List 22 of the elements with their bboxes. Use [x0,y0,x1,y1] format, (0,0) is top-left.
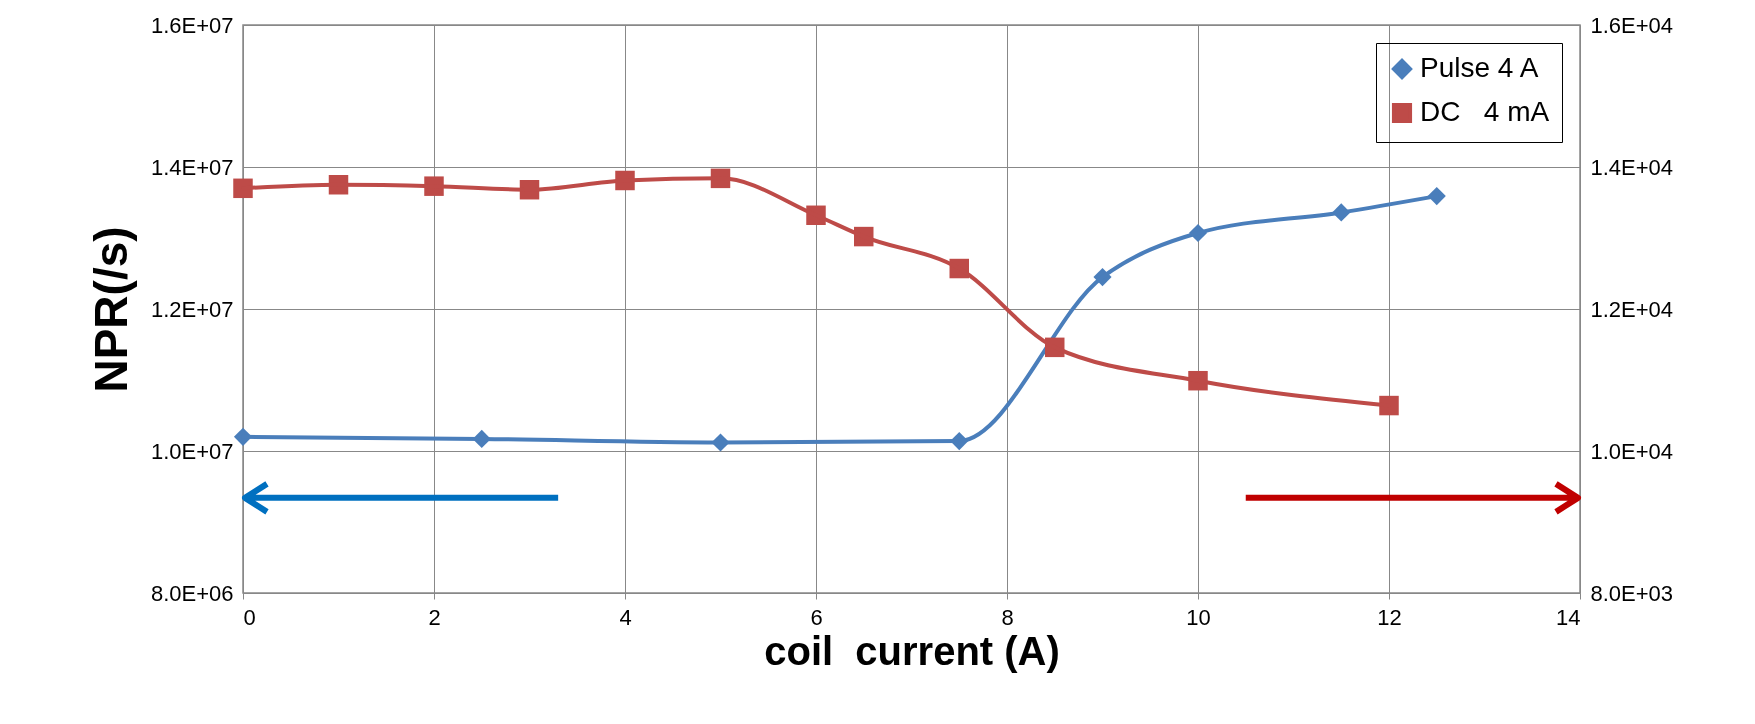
y-tick-label: 1.6E+07 [150,12,234,38]
x-tick-label: 0 [243,604,256,630]
x-tick-label: 8 [1001,604,1014,630]
x-tick-label: 10 [1186,604,1211,630]
y2-tick-label: 8.0E+03 [1590,580,1674,606]
x-tick-label: 6 [810,604,823,630]
legend-label: Pulse 4 A [1420,52,1539,83]
y2-tick-label: 1.6E+04 [1590,12,1674,38]
y-tick-label: 1.2E+07 [150,296,234,322]
y-axis-title: NPR(/s) [84,226,137,393]
x-tick-label: 12 [1377,604,1402,630]
y-tick-label: 8.0E+06 [150,580,234,606]
legend-label: DC 4 mA [1420,96,1550,127]
x-tick-label: 4 [619,604,632,630]
y-tick-label: 1.4E+07 [150,154,234,180]
x-axis-title: coil current (A) [764,628,1060,673]
x-tick-label: 14 [1556,604,1581,630]
y-tick-label: 1.0E+07 [150,438,234,464]
y2-tick-label: 1.2E+04 [1590,296,1674,322]
y2-tick-label: 1.0E+04 [1590,438,1674,464]
x-tick-label: 2 [428,604,441,630]
y2-tick-label: 1.4E+04 [1590,154,1674,180]
